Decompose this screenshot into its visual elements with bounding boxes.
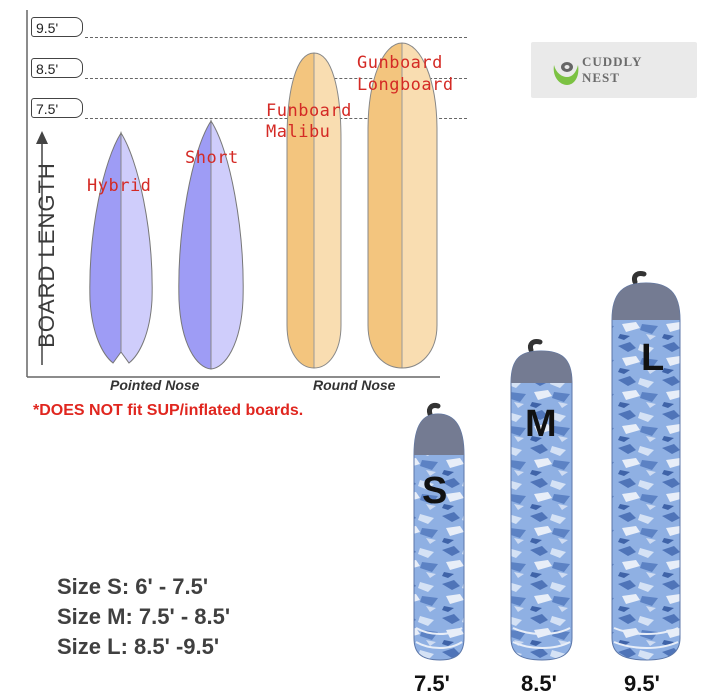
sock-medium — [510, 339, 573, 661]
height-line-9-5 — [85, 37, 467, 38]
board-label-gunboard: Gunboard — [357, 53, 443, 73]
size-range-s: : 6' - 7.5' — [121, 574, 209, 599]
height-marker-8-5: 8.5' — [31, 58, 83, 78]
sock-small — [413, 403, 465, 661]
size-line-l: Size L: 8.5' -9.5' — [57, 634, 219, 660]
sock-length-m: 8.5' — [521, 671, 557, 696]
height-marker-9-5: 9.5' — [31, 17, 83, 37]
sock-letter-s: S — [422, 470, 448, 512]
size-range-l: : 8.5' -9.5' — [120, 634, 220, 659]
size-name-m: Size M — [57, 604, 126, 629]
board-label-hybrid: Hybrid — [87, 176, 152, 196]
size-name-s: Size S — [57, 574, 122, 599]
logo-mark-icon — [553, 62, 579, 85]
gunboard-board — [367, 42, 438, 369]
height-marker-7-5: 7.5' — [31, 98, 83, 118]
funboard-board — [286, 52, 342, 369]
disclaimer-text: *DOES NOT fit SUP/inflated boards. — [33, 402, 304, 419]
board-label-malibu: Malibu — [266, 122, 331, 142]
brand-logo: CUDDLY NEST — [531, 42, 697, 98]
size-name-l: Size L — [57, 634, 121, 659]
nose-label-round: Round Nose — [313, 377, 396, 393]
sock-length-s: 7.5' — [414, 671, 450, 696]
board-label-funboard: Funboard — [266, 101, 352, 121]
size-range-m: : 7.5' - 8.5' — [125, 604, 231, 629]
size-line-s: Size S: 6' - 7.5' — [57, 574, 208, 600]
size-line-m: Size M: 7.5' - 8.5' — [57, 604, 230, 630]
height-line-8-5 — [85, 78, 467, 79]
nose-label-pointed: Pointed Nose — [110, 377, 200, 393]
board-label-short: Short — [185, 148, 239, 168]
sock-length-l: 9.5' — [624, 671, 660, 696]
logo-line-1: CUDDLY — [582, 54, 643, 69]
logo-wordmark: CUDDLY NEST — [582, 54, 642, 86]
short-board — [178, 119, 244, 370]
hybrid-board — [89, 131, 153, 364]
height-line-7-5 — [85, 118, 467, 119]
logo-line-2: NEST — [582, 70, 620, 85]
board-label-longboard: Longboard — [357, 75, 454, 95]
sock-letter-l: L — [641, 337, 665, 379]
sock-letter-m: M — [525, 403, 557, 445]
sock-large — [611, 271, 681, 661]
